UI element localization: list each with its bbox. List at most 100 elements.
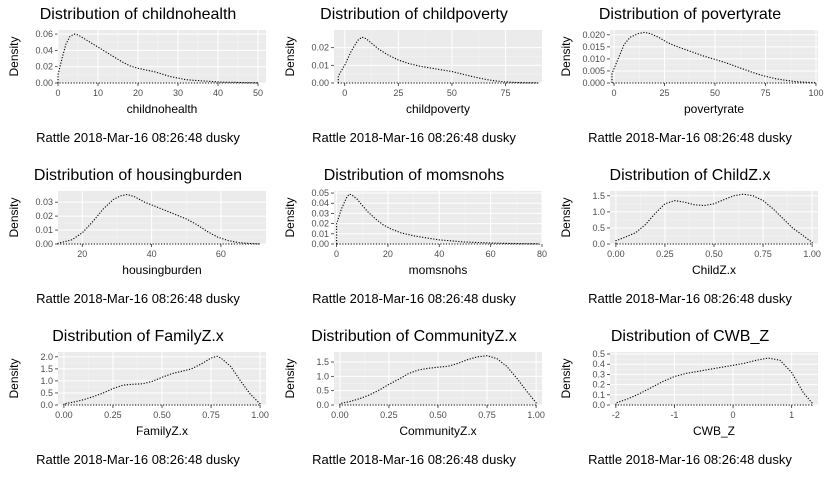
y-tick-label: 0.02 bbox=[311, 219, 329, 229]
x-tick-label: 75 bbox=[760, 88, 770, 98]
plot-title: Distribution of ChildZ.x bbox=[609, 167, 771, 184]
density-plot-5: Distribution of momsnohs Rattle 2018-Mar-… bbox=[276, 161, 552, 322]
x-axis-label: momsnohs bbox=[409, 263, 468, 277]
x-tick-label: 0 bbox=[612, 88, 617, 98]
density-plot-9: Distribution of CWB_Z Rattle 2018-Mar-16 … bbox=[552, 322, 827, 483]
density-plot-4: Distribution of housingburden Rattle 2018… bbox=[0, 161, 276, 322]
plot-svg: 0.0 0.5 1.0 1.5 0.00 0.25 0.50 0.75 1.00 ChildZ.x… bbox=[559, 191, 821, 277]
x-axis-label: CommunityZ.x bbox=[399, 424, 476, 438]
x-tick-label: 0.00 bbox=[331, 410, 349, 420]
x-tick-label: 0 bbox=[334, 249, 339, 259]
y-tick-label: 1.0 bbox=[40, 376, 53, 386]
y-tick-label: 0.5 bbox=[40, 388, 53, 398]
x-tick-label: 60 bbox=[486, 249, 496, 259]
x-axis-label: childnohealth bbox=[127, 102, 198, 116]
plot-title: Distribution of childnohealth bbox=[39, 6, 237, 23]
x-tick-label: 0.50 bbox=[705, 249, 723, 259]
y-tick-label: 0.00 bbox=[35, 78, 53, 88]
rattle-caption: Rattle 2018-Mar-16 08:26:48 dusky bbox=[312, 452, 516, 467]
y-tick-label: 0.00 bbox=[311, 78, 329, 88]
x-tick-label: 0.50 bbox=[429, 410, 447, 420]
x-axis-label: CWB_Z bbox=[693, 424, 735, 438]
x-tick-label: -1 bbox=[670, 410, 678, 420]
x-tick-label: 0 bbox=[55, 88, 60, 98]
y-axis-label: Density bbox=[283, 197, 297, 237]
y-axis-label: Density bbox=[283, 358, 297, 398]
y-tick-label: 0.05 bbox=[311, 188, 329, 198]
y-tick-label: 0.0 bbox=[592, 400, 605, 410]
y-tick-label: 0.03 bbox=[35, 197, 53, 207]
x-axis-label: FamilyZ.x bbox=[136, 424, 188, 438]
y-tick-label: 0.0 bbox=[592, 239, 605, 249]
x-tick-label: 0.75 bbox=[754, 249, 772, 259]
panel-background bbox=[58, 191, 266, 244]
y-axis-label: Density bbox=[559, 358, 573, 398]
density-curve bbox=[611, 31, 817, 84]
density-curve bbox=[63, 355, 261, 406]
density-curve bbox=[337, 36, 539, 84]
x-tick-label: 25 bbox=[660, 88, 670, 98]
x-tick-label: 60 bbox=[216, 249, 226, 259]
y-tick-label: 0.5 bbox=[316, 386, 329, 396]
x-tick-label: 40 bbox=[434, 249, 444, 259]
x-tick-label: 1.00 bbox=[251, 410, 269, 420]
y-tick-label: 0.01 bbox=[311, 229, 329, 239]
plot-svg: 0.0 0.5 1.0 1.5 0.00 0.25 0.50 0.75 1.00 Communit… bbox=[283, 352, 545, 438]
y-axis-label: Density bbox=[7, 197, 21, 237]
x-tick-label: 0.00 bbox=[607, 249, 625, 259]
density-plot-1: Distribution of childnohealth Rattle 2018… bbox=[0, 0, 276, 161]
y-tick-label: 0.010 bbox=[582, 54, 605, 64]
x-tick-label: 1.00 bbox=[803, 249, 821, 259]
x-tick-label: 20 bbox=[133, 88, 143, 98]
y-tick-label: 0.01 bbox=[35, 225, 53, 235]
density-curve bbox=[339, 355, 537, 406]
rattle-caption: Rattle 2018-Mar-16 08:26:48 dusky bbox=[588, 291, 792, 306]
rattle-caption: Rattle 2018-Mar-16 08:26:48 dusky bbox=[312, 291, 516, 306]
y-tick-label: 0.4 bbox=[592, 359, 605, 369]
y-tick-label: 0.04 bbox=[35, 45, 53, 55]
y-tick-label: 0.1 bbox=[592, 390, 605, 400]
x-tick-label: 0.75 bbox=[478, 410, 496, 420]
y-tick-label: 0.02 bbox=[311, 43, 329, 53]
x-tick-label: 1.00 bbox=[527, 410, 545, 420]
plot-svg: 0.00 0.01 0.02 0 25 50 75 childpoverty Density bbox=[283, 30, 542, 116]
y-axis-label: Density bbox=[559, 197, 573, 237]
plot-svg: 0.000.010.020.030.040.05 0 20 40 60 80 momsnoh… bbox=[283, 188, 547, 277]
y-tick-label: 0.02 bbox=[35, 62, 53, 72]
y-tick-label: 0.0 bbox=[40, 400, 53, 410]
x-tick-label: 20 bbox=[77, 249, 87, 259]
y-axis-label: Density bbox=[559, 36, 573, 76]
y-tick-label: 0.02 bbox=[35, 211, 53, 221]
density-curve bbox=[615, 357, 813, 406]
plot-svg: 0.00 0.02 0.04 0.06 0 10 20 30 40 50 childnohealth… bbox=[7, 29, 266, 116]
density-plot-3: Distribution of povertyrate Rattle 2018-M… bbox=[552, 0, 827, 161]
y-tick-label: 0.5 bbox=[592, 223, 605, 233]
x-tick-label: 0.50 bbox=[153, 410, 171, 420]
y-tick-label: 1.5 bbox=[592, 191, 605, 201]
x-tick-label: 100 bbox=[808, 88, 823, 98]
y-tick-label: 0.03 bbox=[311, 208, 329, 218]
x-axis-label: ChildZ.x bbox=[692, 263, 736, 277]
y-tick-label: 0.04 bbox=[311, 198, 329, 208]
x-tick-label: 50 bbox=[710, 88, 720, 98]
x-tick-label: 40 bbox=[213, 88, 223, 98]
plot-title: Distribution of FamilyZ.x bbox=[52, 328, 224, 345]
y-tick-label: 0.3 bbox=[592, 369, 605, 379]
y-axis-label: Density bbox=[7, 36, 21, 76]
density-plot-2: Distribution of childpoverty Rattle 2018-… bbox=[276, 0, 552, 161]
density-plot-7: Distribution of FamilyZ.x Rattle 2018-Mar… bbox=[0, 322, 276, 483]
y-axis-label: Density bbox=[7, 358, 21, 398]
y-tick-label: 0.000 bbox=[582, 78, 605, 88]
rattle-caption: Rattle 2018-Mar-16 08:26:48 dusky bbox=[36, 452, 240, 467]
x-tick-label: 20 bbox=[383, 249, 393, 259]
density-curve bbox=[615, 193, 813, 245]
rattle-caption: Rattle 2018-Mar-16 08:26:48 dusky bbox=[36, 130, 240, 145]
x-tick-label: 1 bbox=[789, 410, 794, 420]
y-tick-label: 0.5 bbox=[592, 349, 605, 359]
y-tick-label: 0.005 bbox=[582, 66, 605, 76]
rattle-caption: Rattle 2018-Mar-16 08:26:48 dusky bbox=[588, 452, 792, 467]
x-axis-label: childpoverty bbox=[406, 102, 470, 116]
plot-title: Distribution of momsnohs bbox=[323, 167, 505, 184]
plot-title: Distribution of povertyrate bbox=[598, 6, 782, 23]
